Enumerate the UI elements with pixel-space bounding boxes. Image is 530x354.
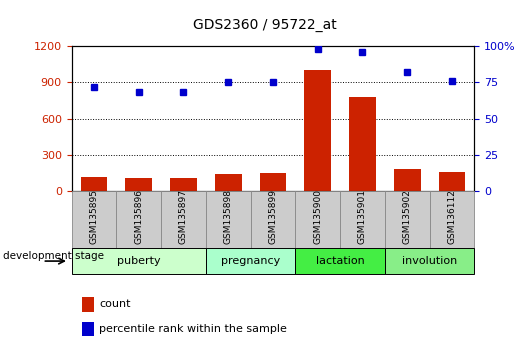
Text: GSM135895: GSM135895 [90, 189, 99, 244]
Text: GSM135902: GSM135902 [403, 189, 412, 244]
Text: percentile rank within the sample: percentile rank within the sample [99, 324, 287, 334]
Text: GSM136112: GSM136112 [447, 189, 456, 244]
Bar [394, 169, 421, 191]
Bar [170, 178, 197, 191]
Text: development stage: development stage [3, 251, 104, 261]
Bar [438, 172, 465, 191]
Bar [304, 70, 331, 191]
Bar [81, 177, 108, 191]
Text: involution: involution [402, 256, 457, 266]
Bar [260, 173, 286, 191]
Text: GSM135896: GSM135896 [134, 189, 143, 244]
Text: GDS2360 / 95722_at: GDS2360 / 95722_at [193, 18, 337, 32]
Text: GSM135901: GSM135901 [358, 189, 367, 244]
Text: pregnancy: pregnancy [221, 256, 280, 266]
Text: GSM135898: GSM135898 [224, 189, 233, 244]
Bar [125, 178, 152, 191]
Text: lactation: lactation [316, 256, 365, 266]
Text: count: count [99, 299, 130, 309]
Text: GSM135900: GSM135900 [313, 189, 322, 244]
Text: GSM135899: GSM135899 [269, 189, 277, 244]
Bar [349, 97, 376, 191]
Bar [215, 173, 242, 191]
Text: GSM135897: GSM135897 [179, 189, 188, 244]
Text: puberty: puberty [117, 256, 161, 266]
